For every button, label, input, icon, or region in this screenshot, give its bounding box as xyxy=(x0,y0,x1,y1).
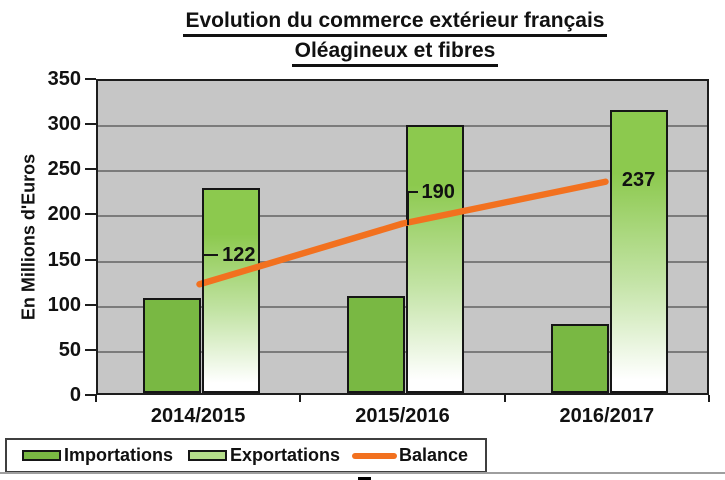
y-tick-label: 50 xyxy=(58,338,81,361)
legend-label-exportations: Exportations xyxy=(230,445,341,465)
y-tick-label: 250 xyxy=(47,158,81,181)
balance-line xyxy=(196,178,609,288)
x-tick-mark xyxy=(95,395,97,402)
chart-title-line2: Oléagineux et fibres xyxy=(70,37,720,67)
bar-importations xyxy=(551,324,610,393)
balance-data-label: 237 xyxy=(621,169,656,192)
y-tick-label: 150 xyxy=(47,248,81,271)
chart-title: Evolution du commerce extérieur français… xyxy=(70,7,720,67)
gridline xyxy=(98,260,707,263)
x-category-label: 2015/2016 xyxy=(355,405,450,427)
x-tick-mark xyxy=(503,395,506,402)
legend-swatch-exportations xyxy=(188,450,228,461)
data-label-leader xyxy=(202,254,205,287)
bar-exportations xyxy=(610,110,669,393)
chart-title-line1: Evolution du commerce extérieur français xyxy=(70,7,720,37)
gridline xyxy=(98,125,707,128)
data-label-leader xyxy=(406,191,418,194)
y-tick-label: 0 xyxy=(69,384,81,406)
y-tick-mark xyxy=(85,303,96,306)
data-label-leader xyxy=(406,192,409,226)
y-tick-mark xyxy=(85,348,96,351)
y-tick-mark xyxy=(85,258,96,261)
legend-label-balance: Balance xyxy=(399,445,469,465)
page-bottom-center-mark xyxy=(358,477,371,480)
y-tick-mark xyxy=(85,213,96,216)
x-tick-mark xyxy=(299,395,302,402)
y-tick-label: 350 xyxy=(47,68,81,90)
gridline xyxy=(98,170,707,173)
y-tick-mark xyxy=(85,394,96,396)
y-tick-label: 100 xyxy=(47,293,81,316)
gridline xyxy=(98,215,707,218)
legend: Importations Exportations Balance xyxy=(5,438,487,473)
plot-area: 122 190 237 xyxy=(96,79,709,395)
balance-data-label: 122 xyxy=(222,243,256,266)
x-tick-mark xyxy=(708,395,710,402)
balance-data-label: 190 xyxy=(421,181,455,204)
x-category-label: 2014/2015 xyxy=(150,405,246,427)
y-tick-label: 200 xyxy=(47,203,81,226)
bar-exportations xyxy=(406,124,464,393)
legend-swatch-importations xyxy=(22,450,61,461)
page-bottom-border xyxy=(0,472,725,474)
bar-importations xyxy=(142,298,201,393)
legend-swatch-balance-line xyxy=(352,452,398,459)
y-tick-mark xyxy=(85,123,96,126)
bar-importations xyxy=(347,296,405,393)
y-tick-mark xyxy=(85,78,96,80)
x-category-label: 2016/2017 xyxy=(559,405,655,427)
data-label-leader xyxy=(202,253,219,256)
y-tick-mark xyxy=(85,168,96,171)
bar-exportations xyxy=(201,188,260,393)
legend-label-importations: Importations xyxy=(64,445,174,465)
y-tick-label: 300 xyxy=(47,113,81,136)
